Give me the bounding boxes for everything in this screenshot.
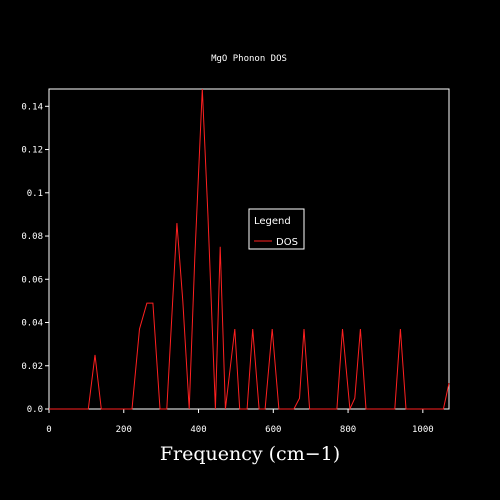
x-tick-label: 400 [190, 425, 206, 435]
y-axis-ticks: 0.0 0.02 0.04 0.06 0.08 0.1 0.12 0.14 [21, 102, 49, 415]
y-tick-label: 0.02 [21, 362, 43, 372]
x-tick-label: 1000 [412, 425, 434, 435]
x-tick-label: 800 [340, 425, 356, 435]
plot-frame [48, 88, 450, 410]
y-tick-label: 0.04 [21, 319, 43, 329]
legend-label-dos: DOS [276, 237, 298, 248]
y-tick-label: 0.12 [21, 146, 43, 156]
x-tick-label: 0 [46, 425, 51, 435]
legend-box [248, 208, 305, 250]
series-line-dos [49, 88, 450, 411]
x-axis-label: Frequency (cm−1) [160, 443, 340, 465]
y-tick-label: 0.0 [27, 405, 43, 415]
y-tick-label: 0.08 [21, 232, 43, 242]
y-tick-label: 0.06 [21, 275, 43, 285]
x-axis-ticks: 0 200 400 600 800 1000 [46, 409, 434, 435]
y-tick-label: 0.14 [21, 102, 43, 112]
legend-title: Legend [254, 216, 291, 227]
y-tick-label: 0.1 [27, 189, 43, 199]
series-layer [49, 88, 450, 411]
x-tick-label: 600 [265, 425, 281, 435]
chart-title: MgO Phonon DOS [211, 54, 287, 64]
legend: Legend DOS [248, 208, 305, 250]
x-tick-label: 200 [116, 425, 132, 435]
